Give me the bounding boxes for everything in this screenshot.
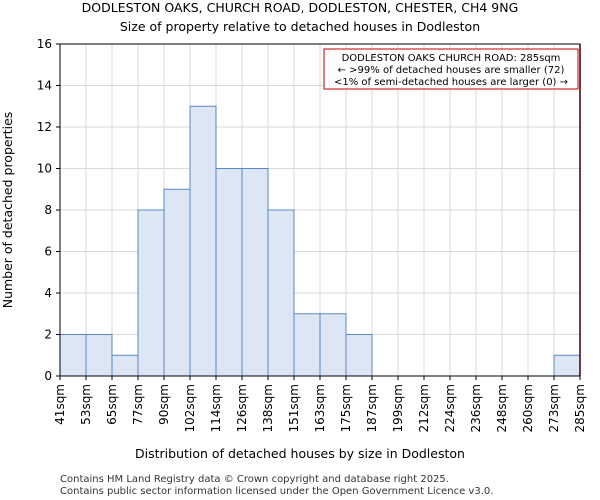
y-axis-ticks: 0 2 4 6 8 10 12 14 16 (37, 37, 60, 383)
bar (267, 209, 295, 377)
x-tick-label: 151sqm (287, 384, 301, 432)
footer-line-1: Contains HM Land Registry data © Crown c… (60, 474, 449, 485)
y-tick-label: 8 (44, 203, 52, 217)
x-tick-label: 77sqm (131, 384, 145, 425)
y-tick-label: 16 (37, 37, 52, 51)
x-tick-label: 41sqm (53, 384, 67, 425)
x-tick-label: 114sqm (209, 384, 223, 432)
y-tick-label: 0 (44, 369, 52, 383)
bars (59, 105, 581, 377)
bar (345, 334, 373, 377)
chart-subtitle: Size of property relative to detached ho… (120, 19, 480, 34)
x-tick-label: 126sqm (235, 384, 249, 432)
footer-line-2: Contains public sector information licen… (60, 486, 493, 497)
x-tick-label: 285sqm (573, 384, 587, 432)
bar (85, 334, 113, 377)
x-tick-label: 187sqm (365, 384, 379, 432)
x-tick-label: 212sqm (417, 384, 431, 432)
y-tick-label: 12 (37, 120, 52, 134)
x-tick-label: 273sqm (547, 384, 561, 432)
x-tick-label: 224sqm (443, 384, 457, 432)
bar (137, 209, 165, 377)
x-tick-label: 260sqm (521, 384, 535, 432)
bar (189, 105, 217, 377)
bar (241, 168, 269, 377)
x-tick-label: 199sqm (391, 384, 405, 432)
bar (293, 313, 321, 377)
bar (163, 188, 191, 377)
x-tick-label: 248sqm (495, 384, 509, 432)
chart-title: DODLESTON OAKS, CHURCH ROAD, DODLESTON, … (82, 0, 519, 15)
bar (59, 334, 87, 377)
bar (553, 354, 581, 377)
x-tick-label: 163sqm (313, 384, 327, 432)
annotation-line-1: DODLESTON OAKS CHURCH ROAD: 285sqm (342, 53, 561, 64)
y-tick-label: 4 (44, 286, 52, 300)
annotation-line-3: <1% of semi-detached houses are larger (… (334, 77, 568, 88)
x-tick-label: 53sqm (79, 384, 93, 425)
y-axis-label: Number of detached properties (0, 112, 15, 309)
y-tick-label: 6 (44, 245, 52, 259)
x-tick-label: 175sqm (339, 384, 353, 432)
x-tick-label: 138sqm (261, 384, 275, 432)
y-tick-label: 14 (37, 79, 52, 93)
y-tick-label: 2 (44, 328, 52, 342)
y-tick-label: 10 (37, 162, 52, 176)
x-tick-label: 65sqm (105, 384, 119, 425)
x-tick-label: 236sqm (469, 384, 483, 432)
x-axis-label: Distribution of detached houses by size … (135, 446, 465, 461)
annotation-box: DODLESTON OAKS CHURCH ROAD: 285sqm ← >99… (323, 48, 579, 90)
bar (215, 168, 243, 377)
annotation-line-2: ← >99% of detached houses are smaller (7… (338, 65, 565, 76)
x-axis-ticks: 41sqm 53sqm 65sqm 77sqm 90sqm 102sqm 114sqm 126… (53, 376, 587, 432)
x-tick-label: 90sqm (157, 384, 171, 425)
bar (319, 313, 347, 377)
x-tick-label: 102sqm (183, 384, 197, 432)
bar (111, 354, 139, 377)
